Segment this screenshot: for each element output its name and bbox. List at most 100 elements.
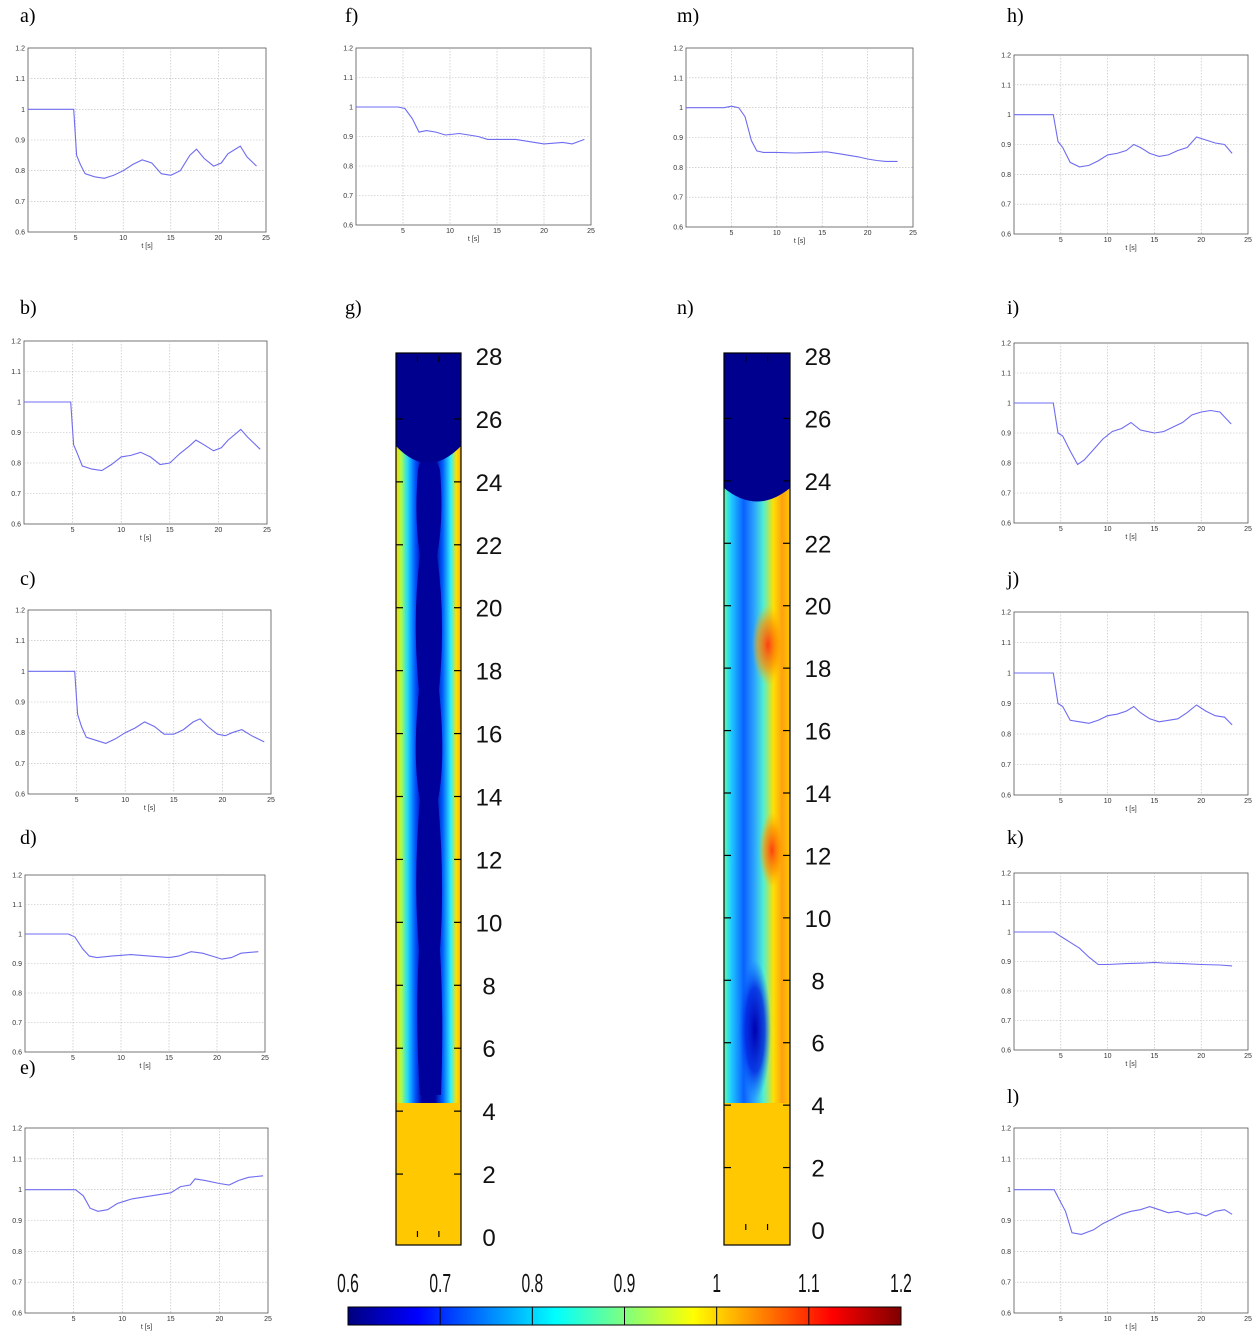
heatmap-n-frame <box>723 352 791 1246</box>
y-tick-label: 0.8 <box>15 730 25 737</box>
y-tick-label: 0.6 <box>12 1050 22 1057</box>
panel-label: c) <box>20 568 36 590</box>
heatmap-y-tick-label: 4 <box>482 1099 495 1126</box>
y-tick-label: 1.2 <box>1001 341 1011 348</box>
y-tick-label: 0.7 <box>12 1020 22 1027</box>
heatmap-y-tick-label: 6 <box>811 1031 824 1058</box>
x-tick-label: 20 <box>1197 798 1205 805</box>
x-tick-label: 15 <box>1151 526 1159 533</box>
x-tick-label: 15 <box>167 1316 175 1323</box>
y-tick-label: 0.9 <box>15 700 25 707</box>
x-axis-label: t [s] <box>1125 1061 1136 1068</box>
x-tick-label: 25 <box>264 1316 272 1323</box>
y-tick-label: 0.6 <box>1001 1311 1011 1318</box>
heatmap-y-tick-label: 14 <box>476 785 503 812</box>
panel-label: f) <box>345 5 358 27</box>
y-tick-label: 1.1 <box>12 1156 22 1163</box>
x-tick-label: 15 <box>166 527 174 534</box>
y-tick-label: 1 <box>1007 401 1011 408</box>
x-tick-label: 5 <box>401 228 405 235</box>
colorbar-ticks: 0.6 0.7 0.8 0.9 1 1.1 1.2 <box>337 1269 912 1325</box>
panel-label: n) <box>677 297 694 319</box>
y-tick-label: 0.8 <box>343 164 353 171</box>
series-line <box>1014 114 1233 168</box>
x-tick-label: 10 <box>117 527 125 534</box>
heatmap-y-tick-label: 26 <box>805 406 832 433</box>
y-tick-label: 1 <box>349 105 353 112</box>
heatmap-y-tick-label: 0 <box>811 1218 824 1245</box>
y-tick-label: 1.2 <box>343 46 353 53</box>
heatmap-g-bottom <box>396 1103 461 1245</box>
y-tick-label: 0.6 <box>15 792 25 799</box>
y-tick-label: 1.1 <box>1001 1156 1011 1163</box>
x-axis-label: t [s] <box>144 805 155 812</box>
colorbar-tick-label: 0.9 <box>614 1269 636 1298</box>
heatmap-y-tick-label: 8 <box>811 968 824 995</box>
x-tick-label: 5 <box>729 230 733 237</box>
panel-label: b) <box>20 297 37 319</box>
y-tick-label: 0.9 <box>1001 142 1011 149</box>
x-tick-label: 20 <box>1197 1316 1205 1323</box>
heatmap-y-tick-label: 2 <box>811 1156 824 1183</box>
y-tick-label: 1.1 <box>1001 640 1011 647</box>
y-tick-label: 1.2 <box>12 1126 22 1133</box>
x-tick-label: 5 <box>1059 526 1063 533</box>
x-tick-label: 15 <box>167 235 175 242</box>
y-tick-label: 1.2 <box>1001 53 1011 60</box>
heatmap-n-hotspot-upper <box>752 605 784 685</box>
line-chart: 0.6 0.7 0.8 0.9 1 1.1 1.2 5 10 15 20 25 t [s] <box>1001 1126 1252 1331</box>
heatmap-y-tick-label: 8 <box>482 973 495 1000</box>
series-line <box>24 401 261 472</box>
y-tick-label: 1.2 <box>1001 871 1011 878</box>
y-tick-label: 0.7 <box>673 195 683 202</box>
x-tick-label: 5 <box>75 797 79 804</box>
x-tick-label: 25 <box>1244 1053 1252 1060</box>
x-axis-label: t [s] <box>140 535 151 542</box>
y-tick-label: 0.6 <box>1001 521 1011 528</box>
x-axis-label: t [s] <box>794 238 805 245</box>
y-tick-label: 0.8 <box>12 1249 22 1256</box>
y-tick-label: 0.8 <box>12 991 22 998</box>
x-tick-label: 20 <box>1197 237 1205 244</box>
y-tick-label: 1.2 <box>12 873 22 880</box>
heatmap-y-tick-label: 20 <box>805 594 832 621</box>
x-axis-label: t [s] <box>1125 806 1136 813</box>
series-line <box>1014 402 1232 466</box>
heatmap-y-tick-label: 16 <box>476 722 503 749</box>
line-chart: 0.6 0.7 0.8 0.9 1 1.1 1.2 5 10 15 20 25 t [s] <box>1001 53 1252 253</box>
x-tick-label: 10 <box>118 1316 126 1323</box>
y-tick-label: 0.7 <box>1001 202 1011 209</box>
x-axis-label: t [s] <box>141 1324 152 1331</box>
heatmap-y-tick-label: 24 <box>805 469 832 496</box>
y-tick-label: 0.7 <box>15 199 25 206</box>
x-tick-label: 10 <box>1104 1316 1112 1323</box>
y-tick-label: 0.7 <box>1001 762 1011 769</box>
x-axis-label: t [s] <box>141 243 152 250</box>
x-tick-label: 25 <box>587 228 595 235</box>
panel-label: h) <box>1007 5 1024 27</box>
y-tick-label: 1.2 <box>673 46 683 53</box>
x-tick-label: 15 <box>1151 798 1159 805</box>
x-axis-label: t [s] <box>1125 534 1136 541</box>
y-tick-label: 1.1 <box>343 75 353 82</box>
heatmap-y-tick-label: 18 <box>805 656 832 683</box>
y-tick-label: 0.6 <box>12 1311 22 1318</box>
x-tick-label: 20 <box>215 527 223 534</box>
y-tick-label: 1 <box>18 932 22 939</box>
panel-label: l) <box>1007 1086 1019 1108</box>
x-tick-label: 20 <box>213 1055 221 1062</box>
panel-label: i) <box>1007 297 1019 319</box>
series-line <box>28 670 265 744</box>
series-line <box>25 1175 264 1212</box>
y-tick-label: 0.9 <box>343 134 353 141</box>
y-tick-label: 1.1 <box>15 638 25 645</box>
x-tick-label: 10 <box>117 1055 125 1062</box>
y-tick-label: 0.8 <box>1001 461 1011 468</box>
x-axis-label: t [s] <box>1125 1324 1136 1331</box>
heatmap-n-blue-core <box>739 960 771 1100</box>
x-tick-label: 20 <box>1197 1053 1205 1060</box>
y-tick-label: 0.9 <box>15 138 25 145</box>
